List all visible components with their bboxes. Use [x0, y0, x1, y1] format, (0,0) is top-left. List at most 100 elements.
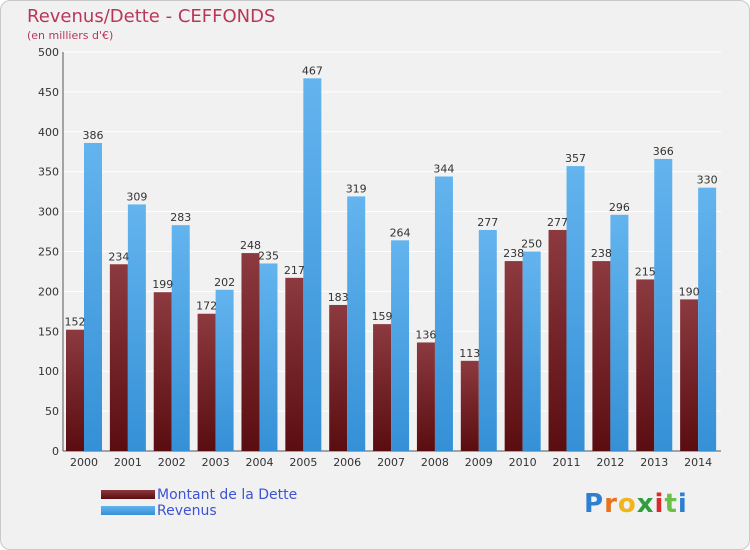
y-tick-label: 200	[38, 285, 59, 298]
data-label-revenus: 283	[170, 211, 191, 224]
bar-revenus	[478, 229, 497, 451]
bar-debt	[197, 313, 216, 451]
x-tick-label: 2011	[553, 456, 581, 469]
data-label-revenus: 467	[302, 64, 323, 77]
bar-debt	[109, 264, 128, 451]
bar-revenus	[610, 214, 629, 451]
bar-debt	[285, 277, 304, 451]
data-label-revenus: 235	[258, 249, 279, 262]
data-label-debt: 159	[372, 310, 393, 323]
data-label-revenus: 319	[346, 182, 367, 195]
bar-debt	[241, 253, 260, 451]
data-label-revenus: 386	[83, 129, 104, 142]
bar-revenus	[215, 289, 234, 451]
y-tick-label: 250	[38, 246, 59, 259]
x-tick-label: 2005	[289, 456, 317, 469]
bar-debt	[66, 329, 84, 451]
bar-revenus	[654, 158, 673, 451]
data-label-revenus: 344	[433, 162, 454, 175]
data-label-debt: 248	[240, 239, 261, 252]
y-tick-label: 50	[45, 405, 59, 418]
x-tick-label: 2013	[640, 456, 668, 469]
logo-letter: P	[584, 489, 605, 519]
x-tick-label: 2000	[70, 456, 98, 469]
data-label-debt: 238	[591, 247, 612, 260]
data-label-revenus: 366	[653, 145, 674, 158]
bar-debt	[680, 299, 699, 451]
proxiti-logo: Proxiti	[584, 489, 688, 519]
data-label-debt: 215	[635, 265, 656, 278]
bar-revenus	[347, 196, 366, 451]
bar-debt	[329, 304, 348, 451]
bar-debt	[548, 229, 567, 451]
bar-revenus	[522, 251, 541, 451]
logo-letter: i	[654, 489, 665, 519]
legend-swatch-revenus	[101, 506, 155, 515]
x-tick-label: 2008	[421, 456, 449, 469]
data-label-debt: 238	[503, 247, 524, 260]
y-tick-label: 300	[38, 206, 59, 219]
data-label-revenus: 330	[697, 174, 718, 187]
bar-debt	[153, 292, 172, 451]
bar-revenus	[698, 187, 717, 451]
data-label-revenus: 264	[390, 226, 411, 239]
x-tick-label: 2003	[202, 456, 230, 469]
logo-letter: o	[617, 489, 637, 519]
data-label-debt: 152	[65, 316, 86, 329]
y-tick-label: 350	[38, 166, 59, 179]
legend-label-debt: Montant de la Dette	[157, 487, 298, 503]
data-label-debt: 113	[459, 347, 480, 360]
y-tick-label: 150	[38, 325, 59, 338]
legend-swatch-debt	[101, 490, 155, 499]
x-tick-label: 2006	[333, 456, 361, 469]
data-label-debt: 190	[679, 285, 700, 298]
bar-revenus	[127, 204, 146, 451]
data-label-debt: 277	[547, 216, 568, 229]
bar-debt	[504, 261, 523, 451]
data-label-debt: 183	[328, 291, 349, 304]
data-label-revenus: 277	[477, 216, 498, 229]
bar-debt	[373, 324, 392, 451]
bar-revenus	[84, 142, 102, 452]
y-tick-label: 450	[38, 86, 59, 99]
x-tick-label: 2014	[684, 456, 712, 469]
logo-letter: x	[636, 489, 655, 519]
data-label-revenus: 357	[565, 152, 586, 165]
x-tick-label: 2004	[245, 456, 273, 469]
bar-revenus	[171, 225, 190, 451]
chart-subtitle: (en milliers d'€)	[27, 29, 114, 42]
logo-letter: r	[604, 489, 618, 519]
bar-debt	[460, 360, 479, 451]
x-tick-label: 2012	[596, 456, 624, 469]
y-tick-label: 400	[38, 126, 59, 139]
data-label-debt: 217	[284, 264, 305, 277]
data-label-revenus: 250	[521, 238, 542, 251]
x-tick-label: 2010	[509, 456, 537, 469]
bar-debt	[636, 279, 655, 451]
legend-label-revenus: Revenus	[157, 503, 217, 519]
y-tick-label: 500	[38, 46, 59, 59]
data-label-debt: 172	[196, 300, 217, 313]
chart-title: Revenus/Dette - CEFFONDS	[27, 6, 276, 27]
data-label-debt: 199	[152, 278, 173, 291]
x-tick-label: 2002	[158, 456, 186, 469]
x-tick-label: 2001	[114, 456, 142, 469]
bar-revenus	[434, 176, 453, 451]
data-label-debt: 234	[108, 250, 129, 263]
data-label-revenus: 296	[609, 201, 630, 214]
x-tick-label: 2009	[465, 456, 493, 469]
bar-revenus	[259, 263, 278, 451]
bar-revenus	[566, 166, 585, 451]
logo-letter: i	[677, 489, 688, 519]
logo-letter: t	[664, 489, 678, 519]
bar-revenus	[303, 78, 322, 452]
data-label-revenus: 309	[126, 190, 147, 203]
y-tick-label: 100	[38, 365, 59, 378]
x-tick-label: 2007	[377, 456, 405, 469]
bar-debt	[416, 342, 435, 451]
data-label-debt: 136	[415, 328, 436, 341]
data-label-revenus: 202	[214, 276, 235, 289]
bar-revenus	[391, 240, 410, 451]
